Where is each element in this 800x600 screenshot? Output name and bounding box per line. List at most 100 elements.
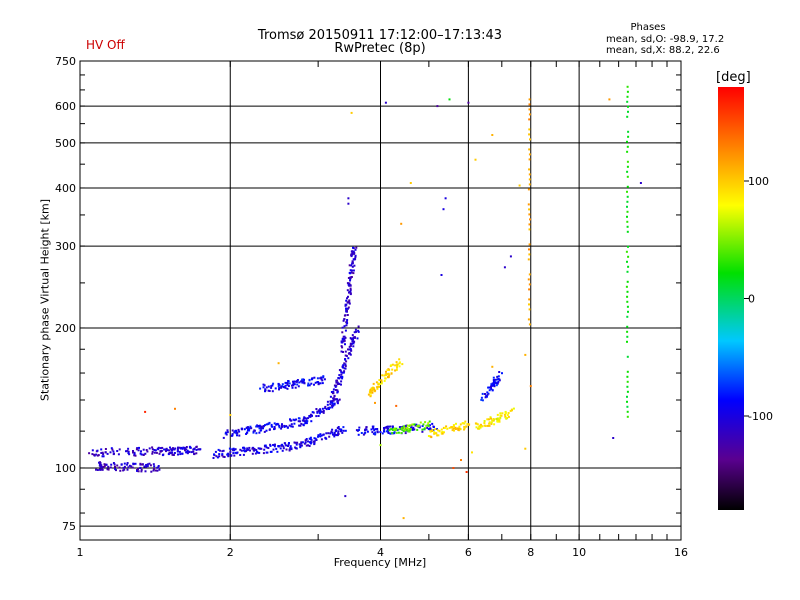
echo-point bbox=[323, 378, 326, 381]
echo-point bbox=[358, 429, 360, 431]
echo-point bbox=[424, 421, 427, 424]
echo-point bbox=[320, 376, 323, 379]
echo-point bbox=[246, 431, 249, 434]
colorbar-ticks: 100 0 -100 bbox=[744, 175, 773, 423]
echo-point bbox=[454, 426, 457, 429]
echo-point bbox=[100, 452, 103, 454]
echo-point bbox=[356, 429, 359, 432]
echo-point bbox=[342, 364, 345, 367]
echo-point bbox=[257, 447, 260, 450]
echo-point bbox=[267, 389, 270, 392]
echo-point bbox=[298, 381, 301, 384]
echo-point bbox=[309, 436, 312, 439]
echo-point bbox=[352, 272, 355, 275]
echo-point bbox=[304, 420, 307, 423]
echo-point bbox=[287, 385, 290, 387]
echo-point bbox=[290, 425, 293, 428]
echo-point bbox=[529, 138, 531, 141]
echo-point bbox=[527, 258, 530, 261]
echo-point bbox=[233, 431, 236, 434]
echo-point bbox=[245, 433, 248, 435]
echo-point bbox=[322, 433, 325, 436]
echo-point bbox=[395, 368, 398, 371]
echo-point bbox=[238, 430, 241, 433]
echo-point bbox=[351, 334, 354, 337]
echo-point bbox=[293, 422, 296, 425]
echo-point bbox=[344, 363, 347, 366]
echo-point bbox=[285, 425, 288, 428]
echo-point bbox=[127, 466, 130, 469]
echo-point bbox=[400, 432, 403, 434]
echo-point bbox=[262, 386, 265, 389]
echo-point bbox=[99, 465, 102, 468]
echo-point bbox=[391, 368, 394, 371]
echo-point bbox=[639, 182, 642, 184]
echo-point bbox=[113, 463, 116, 466]
echo-point bbox=[284, 384, 287, 387]
echo-point bbox=[218, 453, 221, 456]
echo-point bbox=[492, 376, 495, 379]
echo-point bbox=[344, 358, 347, 361]
echo-point bbox=[377, 382, 380, 385]
echo-point bbox=[528, 148, 531, 151]
echo-point bbox=[177, 453, 179, 456]
echo-point bbox=[504, 412, 507, 415]
echo-point bbox=[381, 374, 384, 377]
echo-point bbox=[344, 350, 347, 353]
echo-point bbox=[271, 384, 274, 387]
echo-point bbox=[527, 318, 530, 321]
echo-point bbox=[393, 427, 396, 430]
echo-point bbox=[452, 467, 455, 469]
echo-point bbox=[212, 457, 215, 459]
echo-point bbox=[491, 419, 494, 422]
echo-point bbox=[351, 269, 353, 272]
echo-point bbox=[340, 380, 343, 383]
echo-point bbox=[391, 432, 394, 435]
echo-point bbox=[458, 425, 461, 428]
x-tick-label: 2 bbox=[227, 546, 234, 559]
echo-point bbox=[376, 387, 379, 390]
echo-point bbox=[496, 378, 499, 381]
echo-point bbox=[264, 444, 267, 447]
echo-point bbox=[153, 451, 156, 454]
echo-point bbox=[357, 330, 360, 333]
echo-point bbox=[193, 447, 196, 450]
echo-point bbox=[491, 389, 494, 392]
echo-point bbox=[343, 339, 346, 342]
echo-point bbox=[152, 469, 155, 472]
echo-point bbox=[307, 440, 309, 443]
grid-lines bbox=[80, 60, 681, 540]
echo-point bbox=[159, 447, 162, 450]
echo-point bbox=[479, 423, 482, 426]
echo-point bbox=[132, 462, 135, 465]
echo-point bbox=[398, 365, 401, 368]
echo-point bbox=[100, 448, 103, 451]
echo-point bbox=[123, 465, 126, 468]
echo-point bbox=[239, 448, 242, 451]
echo-point bbox=[626, 335, 629, 338]
echo-point bbox=[443, 427, 446, 429]
echo-point bbox=[253, 429, 256, 432]
echo-point bbox=[335, 381, 338, 384]
echo-point bbox=[279, 447, 282, 450]
echo-point bbox=[349, 353, 352, 356]
echo-point bbox=[501, 372, 503, 375]
echo-point bbox=[369, 391, 372, 394]
echo-point bbox=[483, 422, 486, 424]
echo-point bbox=[344, 495, 347, 498]
echo-point bbox=[127, 452, 130, 454]
echo-point bbox=[96, 454, 99, 457]
echo-point bbox=[345, 324, 348, 327]
echo-point bbox=[126, 463, 129, 466]
echo-point bbox=[317, 434, 320, 437]
echo-point bbox=[504, 413, 506, 416]
echo-point bbox=[364, 431, 367, 434]
echo-point bbox=[342, 340, 345, 343]
echo-point bbox=[157, 446, 160, 449]
echo-point bbox=[288, 424, 291, 427]
echo-point bbox=[478, 425, 481, 428]
echo-point bbox=[445, 425, 448, 428]
echo-point bbox=[395, 431, 398, 434]
echo-point bbox=[353, 340, 356, 343]
echo-point bbox=[198, 448, 201, 451]
